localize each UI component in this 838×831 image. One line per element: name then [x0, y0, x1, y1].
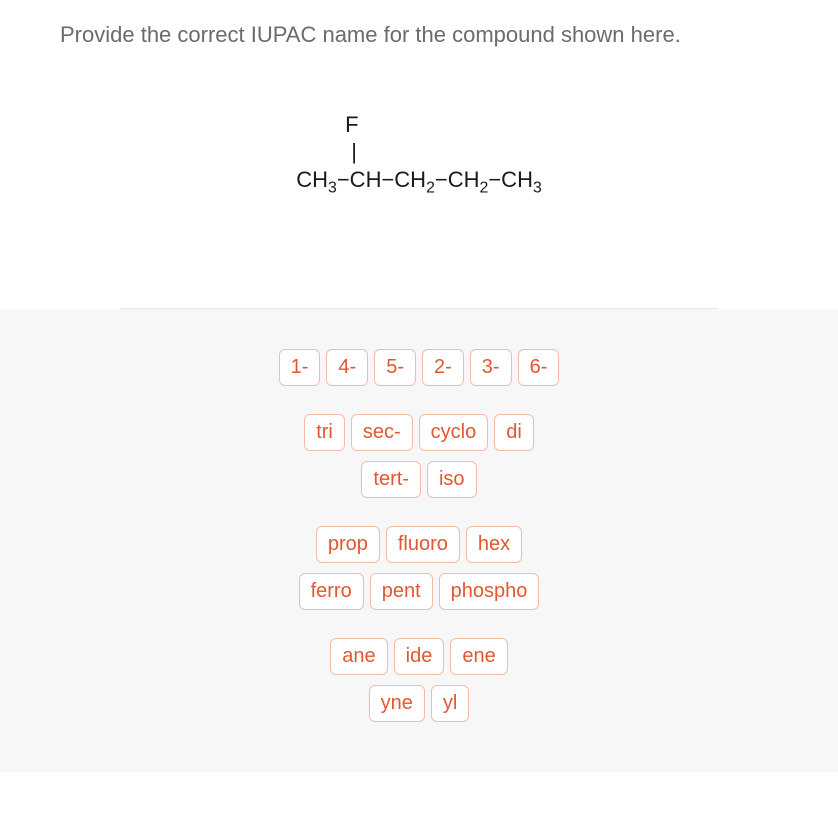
chemical-structure: F |CH3−CH−CH2−CH2−CH3 [296, 111, 542, 198]
tile-tri[interactable]: tri [304, 414, 345, 451]
structure-wrap: F |CH3−CH−CH2−CH2−CH3 [60, 51, 778, 308]
tile-row-3: propfluorohex [0, 526, 838, 563]
tile-ene[interactable]: ene [450, 638, 507, 675]
tile-fluoro[interactable]: fluoro [386, 526, 460, 563]
tile-4[interactable]: 4- [326, 349, 368, 386]
tile-3[interactable]: 3- [470, 349, 512, 386]
tile-tert[interactable]: tert- [361, 461, 421, 498]
tile-ide[interactable]: ide [394, 638, 445, 675]
top-section: Provide the correct IUPAC name for the c… [0, 0, 838, 309]
tile-ferro[interactable]: ferro [299, 573, 364, 610]
bottom-section: 1-4-5-2-3-6- trisec-cyclodi tert-iso propfl… [0, 309, 838, 772]
tile-row-2: tert-iso [0, 461, 838, 498]
tile-row-5: aneideene [0, 638, 838, 675]
tile-row-6: yneyl [0, 685, 838, 722]
tile-container: 1-4-5-2-3-6- trisec-cyclodi tert-iso propfl… [0, 349, 838, 722]
tile-row-0: 1-4-5-2-3-6- [0, 349, 838, 386]
tile-row-4: ferropentphospho [0, 573, 838, 610]
tile-6[interactable]: 6- [518, 349, 560, 386]
tile-sec[interactable]: sec- [351, 414, 413, 451]
tile-prop[interactable]: prop [316, 526, 380, 563]
tile-iso[interactable]: iso [427, 461, 477, 498]
tile-ane[interactable]: ane [330, 638, 387, 675]
structure-line-bond: | [296, 138, 542, 166]
tile-5[interactable]: 5- [374, 349, 416, 386]
tile-yl[interactable]: yl [431, 685, 469, 722]
tile-hex[interactable]: hex [466, 526, 522, 563]
structure-line-f: F [296, 111, 542, 139]
question-text: Provide the correct IUPAC name for the c… [60, 20, 778, 51]
tile-1[interactable]: 1- [279, 349, 321, 386]
tile-phospho[interactable]: phospho [439, 573, 540, 610]
tile-2[interactable]: 2- [422, 349, 464, 386]
tile-row-1: trisec-cyclodi [0, 414, 838, 451]
tile-yne[interactable]: yne [369, 685, 425, 722]
tile-pent[interactable]: pent [370, 573, 433, 610]
tile-di[interactable]: di [494, 414, 534, 451]
structure-line-chain: CH3−CH−CH2−CH2−CH3 [296, 166, 542, 198]
tile-cyclo[interactable]: cyclo [419, 414, 489, 451]
